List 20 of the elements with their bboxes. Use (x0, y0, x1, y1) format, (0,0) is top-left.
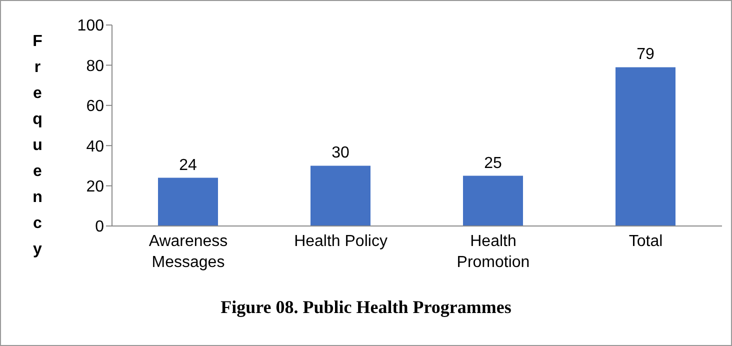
y-tick-label: 20 (86, 178, 104, 196)
x-tick-label: Total (628, 233, 663, 250)
y-tick-label: 100 (77, 18, 104, 35)
y-tick-label: 80 (86, 58, 104, 75)
bar (616, 67, 676, 226)
y-tick-label: 0 (95, 218, 104, 236)
x-tick-label: Health Policy (294, 233, 388, 250)
x-tick-label: Awareness Messages (148, 233, 228, 271)
bar (463, 176, 523, 226)
y-tick-label: 60 (86, 98, 104, 116)
bar (158, 178, 218, 226)
y-axis-title: Frequency (29, 33, 46, 267)
x-tick-label: Health Promotion (456, 233, 530, 271)
data-label: 25 (484, 154, 502, 172)
data-label: 79 (636, 46, 654, 64)
text: Figure 08. Public Health Programmes (220, 297, 512, 318)
bar (310, 166, 370, 226)
y-tick-label: 40 (86, 138, 104, 156)
data-label: 24 (179, 156, 197, 174)
data-label: 30 (332, 144, 350, 162)
